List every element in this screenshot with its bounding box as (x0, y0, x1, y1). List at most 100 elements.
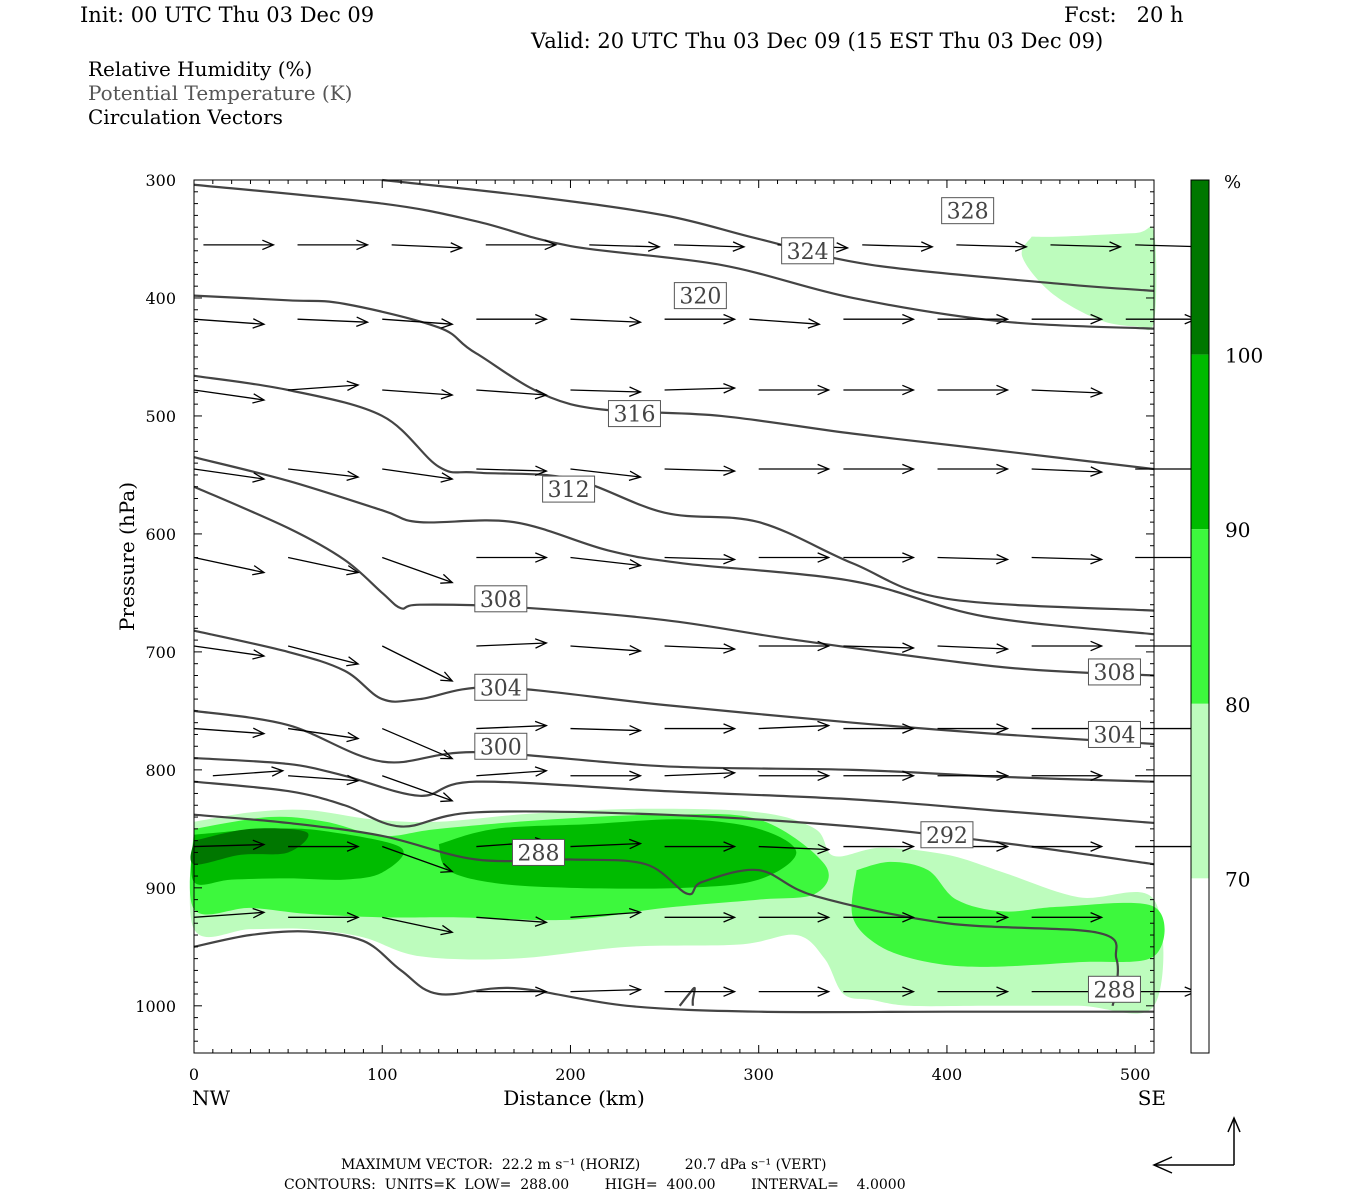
circulation-vector (570, 556, 643, 570)
circulation-vector (589, 241, 661, 252)
circulation-vector (287, 645, 360, 667)
circulation-vector (664, 912, 737, 923)
rh-field-label: Relative Humidity (%) (88, 57, 313, 81)
circulation-vector (476, 552, 549, 563)
vector-field-label: Circulation Vectors (88, 105, 283, 129)
circulation-vector (287, 556, 360, 576)
circulation-vector (758, 843, 831, 855)
circulation-vector (664, 553, 737, 565)
circulation-vector (193, 907, 266, 919)
max-vector-note: MAXIMUM VECTOR: 22.2 m s⁻¹ (HORIZ) 20.7 … (341, 1157, 827, 1173)
y-tick-label: 600 (145, 525, 176, 544)
y-tick-label: 800 (145, 761, 176, 780)
circulation-vector (843, 723, 916, 734)
circulation-vector (664, 383, 737, 394)
circulation-vector (862, 241, 934, 252)
theta-label-text: 300 (480, 735, 522, 760)
circulation-vector (382, 775, 454, 803)
circulation-vector (476, 638, 549, 649)
circulation-vector (937, 723, 1010, 734)
circulation-vector (382, 388, 454, 400)
circulation-vector (758, 720, 831, 732)
circulation-vector (476, 986, 549, 997)
circulation-vector (203, 239, 276, 251)
colorbar-segment (1191, 703, 1209, 879)
circulation-vector (843, 384, 916, 396)
circulation-vector (664, 841, 737, 852)
circulation-vector (570, 316, 643, 328)
circulation-vector (382, 556, 454, 584)
circulation-vector (758, 912, 831, 923)
circulation-vector (193, 556, 266, 576)
circulation-vector (843, 552, 916, 563)
theta-label-text: 304 (1093, 723, 1135, 748)
theta-contour-line (193, 294, 1155, 471)
x-tick-label: 300 (743, 1065, 774, 1084)
circulation-vector (956, 241, 1029, 252)
circulation-vector (937, 384, 1010, 396)
circulation-vector (664, 313, 737, 325)
theta-label: 316 (607, 400, 661, 428)
circulation-vector (1031, 466, 1104, 477)
y-tick-label: 400 (145, 289, 176, 308)
circulation-vector (570, 468, 643, 482)
circulation-vector (382, 845, 454, 873)
circulation-vector (476, 465, 549, 476)
theta-label: 320 (673, 282, 727, 310)
theta-contour-line (193, 456, 1155, 636)
circulation-vector (193, 645, 266, 660)
rh-region-70 (1021, 226, 1157, 331)
circulation-vector (843, 642, 916, 653)
circulation-vector (1031, 841, 1104, 852)
theta-contour-line (382, 178, 1155, 292)
circulation-vector (937, 770, 1010, 782)
circulation-vector (288, 727, 360, 743)
colorbar-segment (1191, 354, 1209, 530)
theta-label-text: 292 (926, 824, 968, 849)
theta-contour-line (193, 374, 1155, 612)
circulation-vector (664, 723, 737, 734)
colorbar-segment (1191, 878, 1209, 1053)
theta-contour-line (193, 183, 1155, 330)
circulation-vector (843, 770, 916, 782)
init-time: Init: 00 UTC Thu 03 Dec 09 (80, 3, 375, 27)
theta-label: 304 (474, 673, 528, 701)
circulation-vector (570, 724, 643, 736)
circulation-vector (758, 986, 831, 997)
theta-label: 308 (474, 585, 528, 613)
colorbar-segment (1191, 529, 1209, 704)
se-label: SE (1138, 1086, 1166, 1110)
theta-contour-line (193, 813, 1119, 1007)
colorbar-unit: % (1224, 172, 1241, 193)
theta-contour-line (193, 629, 1155, 746)
rh-region-90 (438, 819, 797, 889)
x-tick-label: 100 (367, 1065, 398, 1084)
circulation-vector (193, 318, 266, 329)
circulation-vector (570, 838, 643, 850)
circulation-vector (193, 727, 266, 739)
circulation-vector (937, 313, 1010, 325)
x-tick-label: 400 (932, 1065, 963, 1084)
circulation-vector (758, 552, 831, 563)
rh-shading (189, 226, 1165, 1014)
theta-contour-line (193, 780, 1155, 866)
circulation-vector (843, 986, 916, 997)
x-tick-label: 500 (1120, 1065, 1151, 1084)
circulation-vector (570, 770, 643, 782)
circulation-vector (476, 766, 549, 777)
circulation-vector (476, 313, 549, 325)
circulation-vector (288, 380, 360, 392)
forecast-hour: Fcst: 20 h (1064, 3, 1184, 27)
theta-label-text: 288 (517, 841, 559, 866)
circulation-vector (288, 468, 360, 482)
theta-contour-line (678, 986, 696, 1007)
circulation-vector (664, 986, 737, 997)
circulation-vector (664, 465, 737, 476)
axes: 300 400 500 600 700 800 900 1000 0 100 200 300 400 50… (115, 171, 1166, 1110)
theta-field-label: Potential Temperature (K) (88, 81, 353, 105)
theta-contour-line (193, 756, 1155, 825)
circulation-vector (288, 841, 360, 852)
theta-label-text: 288 (1093, 978, 1135, 1003)
theta-label: 304 (1087, 720, 1141, 748)
circulation-vector (843, 841, 916, 852)
